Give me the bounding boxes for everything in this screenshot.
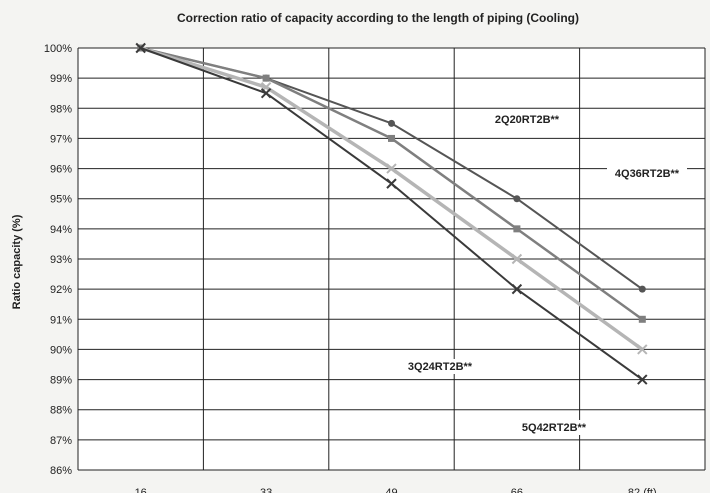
y-tick-label: 89%: [50, 375, 72, 387]
data-point: [513, 195, 521, 203]
y-tick-label: 93%: [50, 254, 72, 266]
series-label-bg: [400, 359, 480, 374]
data-point: [511, 283, 523, 295]
series-label: 3Q24RT2B**: [408, 361, 473, 373]
x-tick-label: 66: [511, 487, 523, 493]
x-tick-label: 33: [260, 487, 272, 493]
series-label: 4Q36RT2B**: [615, 168, 680, 180]
data-point: [637, 374, 648, 385]
y-tick-label: 98%: [50, 103, 72, 115]
y-tick-label: 100%: [44, 43, 72, 55]
x-tick-label: 82 (ft): [628, 487, 657, 493]
series-label-bg: [514, 420, 594, 435]
series-label: 2Q20RT2B**: [495, 114, 560, 126]
series-labels: 2Q20RT2B** 4Q36RT2B** 3Q24RT2B** 5Q42RT2B**: [400, 112, 687, 435]
y-tick-label: 99%: [50, 73, 72, 85]
y-tick-label: 91%: [50, 314, 72, 326]
y-tick-label: 86%: [50, 465, 72, 477]
series-layer: [135, 42, 648, 385]
data-point: [386, 163, 397, 174]
grid: [77, 47, 706, 471]
y-tick-label: 95%: [50, 194, 72, 206]
data-point: [638, 285, 646, 293]
data-point: [262, 74, 270, 82]
data-point: [260, 88, 272, 99]
data-point: [386, 178, 397, 189]
series-label: 5Q42RT2B**: [522, 422, 587, 434]
y-tick-label: 94%: [50, 224, 72, 236]
chart-title: Correction ratio of capacity according t…: [177, 11, 579, 25]
data-point: [388, 134, 395, 142]
series-5q42rt2b: [135, 42, 648, 385]
y-tick-label: 87%: [50, 435, 72, 447]
data-point: [388, 119, 395, 127]
data-point: [513, 225, 521, 233]
x-tick-label: 16: [135, 487, 147, 493]
y-tick-label: 96%: [50, 164, 72, 176]
data-point: [638, 315, 646, 323]
y-tick-label: 97%: [50, 133, 72, 145]
y-axis-label: Ratio capacity (%): [11, 214, 23, 309]
axis-ticks: 86% 87% 88% 89% 90% 91% 92% 93% 94% 95% 96% 97% 98% 9…: [44, 43, 657, 493]
series-label-bg: [607, 166, 687, 181]
x-tick-label: 49: [385, 487, 397, 493]
y-tick-label: 90%: [50, 344, 72, 356]
data-point: [511, 253, 523, 265]
series-label-bg: [487, 112, 567, 127]
data-point: [135, 42, 146, 54]
y-tick-label: 88%: [50, 405, 72, 417]
data-point: [637, 344, 648, 355]
y-tick-label: 92%: [50, 284, 72, 296]
